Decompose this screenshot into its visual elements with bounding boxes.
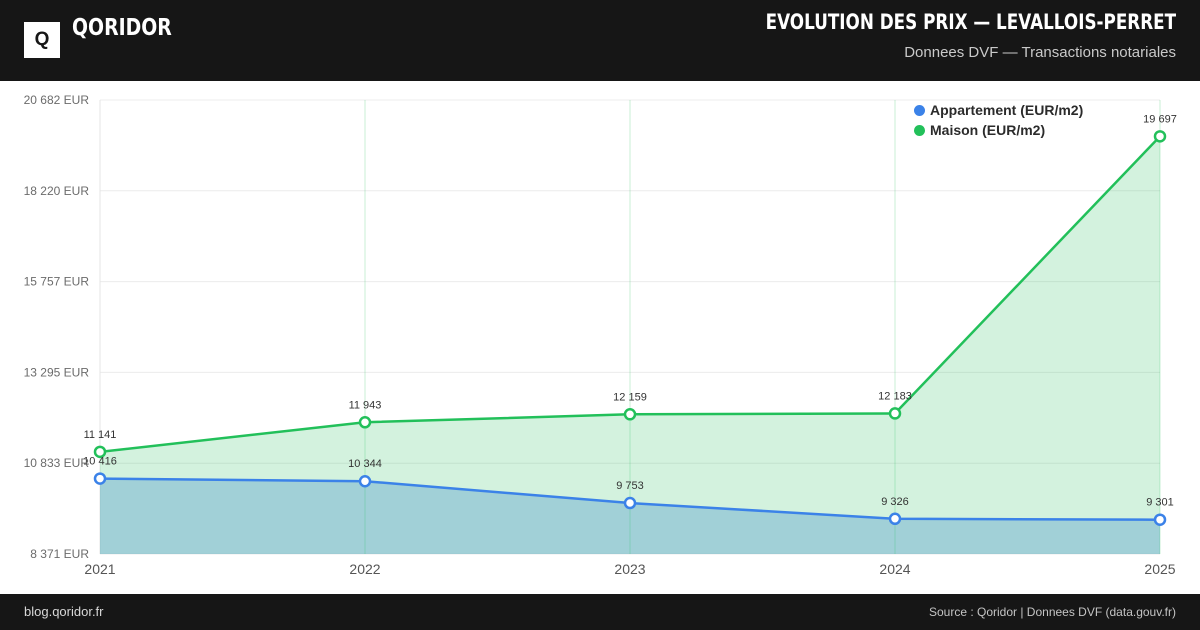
x-tick-label: 2025 [1144, 561, 1175, 577]
y-axis-ticks: 8 371 EUR 10 833 EUR 13 295 EUR 15 757 EUR 1… [24, 93, 90, 561]
logo-letter: Q [34, 29, 50, 50]
legend-label-appartement: Appartement (EUR/m2) [930, 102, 1084, 118]
data-label-appartement: 9 753 [616, 480, 644, 492]
point-appartement [358, 474, 372, 488]
logo: Q [24, 22, 60, 58]
point-maison [888, 407, 902, 420]
data-label-maison: 12 159 [613, 391, 647, 403]
data-label-appartement: 9 326 [881, 496, 909, 508]
brand-name: QORIDOR [72, 15, 172, 41]
data-label-maison: 11 943 [349, 399, 382, 411]
footer-bar: blog.qoridor.fr Source : Qoridor | Donne… [0, 594, 1200, 630]
y-tick-label: 18 220 EUR [24, 184, 90, 198]
area-maison [100, 136, 1160, 554]
price-chart: 10 416 10 344 9 753 9 326 9 301 11 141 11 943 1… [24, 93, 1177, 577]
data-labels: 10 416 10 344 9 753 9 326 9 301 11 141 11 943 1… [83, 113, 1177, 508]
data-label-maison: 12 183 [878, 390, 912, 402]
y-tick-label: 15 757 EUR [24, 275, 90, 289]
point-appartement [888, 512, 902, 526]
y-tick-label: 13 295 EUR [24, 365, 90, 379]
series-areas [100, 136, 1160, 554]
data-label-appartement: 10 344 [348, 458, 382, 470]
point-appartement [1153, 513, 1167, 526]
y-tick-label: 20 682 EUR [24, 93, 90, 107]
y-tick-label: 10 833 EUR [24, 456, 90, 470]
legend-item-appartement[interactable]: Appartement (EUR/m2) [914, 100, 1083, 120]
x-tick-label: 2022 [349, 561, 380, 577]
y-tick-label: 8 371 EUR [30, 547, 89, 561]
legend-swatch-maison [914, 124, 925, 136]
data-label-maison: 19 697 [1143, 113, 1177, 125]
data-points [93, 130, 1167, 526]
page-title: EVOLUTION DES PRIX — LEVALLOIS-PERRET [765, 10, 1177, 34]
area-appartement [100, 478, 1160, 554]
legend-label-maison: Maison (EUR/m2) [930, 122, 1046, 138]
legend: Appartement (EUR/m2) Maison (EUR/m2) [914, 100, 1083, 140]
point-appartement [623, 496, 637, 510]
header-bar: Q QORIDOR EVOLUTION DES PRIX — LEVALLOIS… [0, 0, 1200, 81]
footer-source: Source : Qoridor | Donnees DVF (data.gou… [928, 605, 1176, 619]
legend-item-maison[interactable]: Maison (EUR/m2) [914, 120, 1083, 140]
data-label-appartement: 9 301 [1146, 497, 1174, 509]
legend-swatch-appartement [914, 104, 925, 116]
page-subtitle: Donnees DVF — Transactions notariales [904, 44, 1176, 61]
point-maison [358, 416, 372, 429]
data-label-appartement: 10 416 [83, 456, 117, 468]
point-maison [93, 445, 107, 459]
point-maison [1153, 130, 1167, 143]
x-tick-label: 2023 [614, 561, 645, 577]
x-tick-label: 2021 [84, 561, 115, 577]
point-maison [623, 408, 637, 421]
x-tick-label: 2024 [879, 561, 910, 577]
x-axis-ticks: 2021 2022 2023 2024 2025 [84, 561, 1175, 577]
data-label-maison: 11 141 [84, 429, 117, 441]
footer-site-link[interactable]: blog.qoridor.fr [24, 604, 104, 619]
point-appartement [93, 472, 107, 485]
